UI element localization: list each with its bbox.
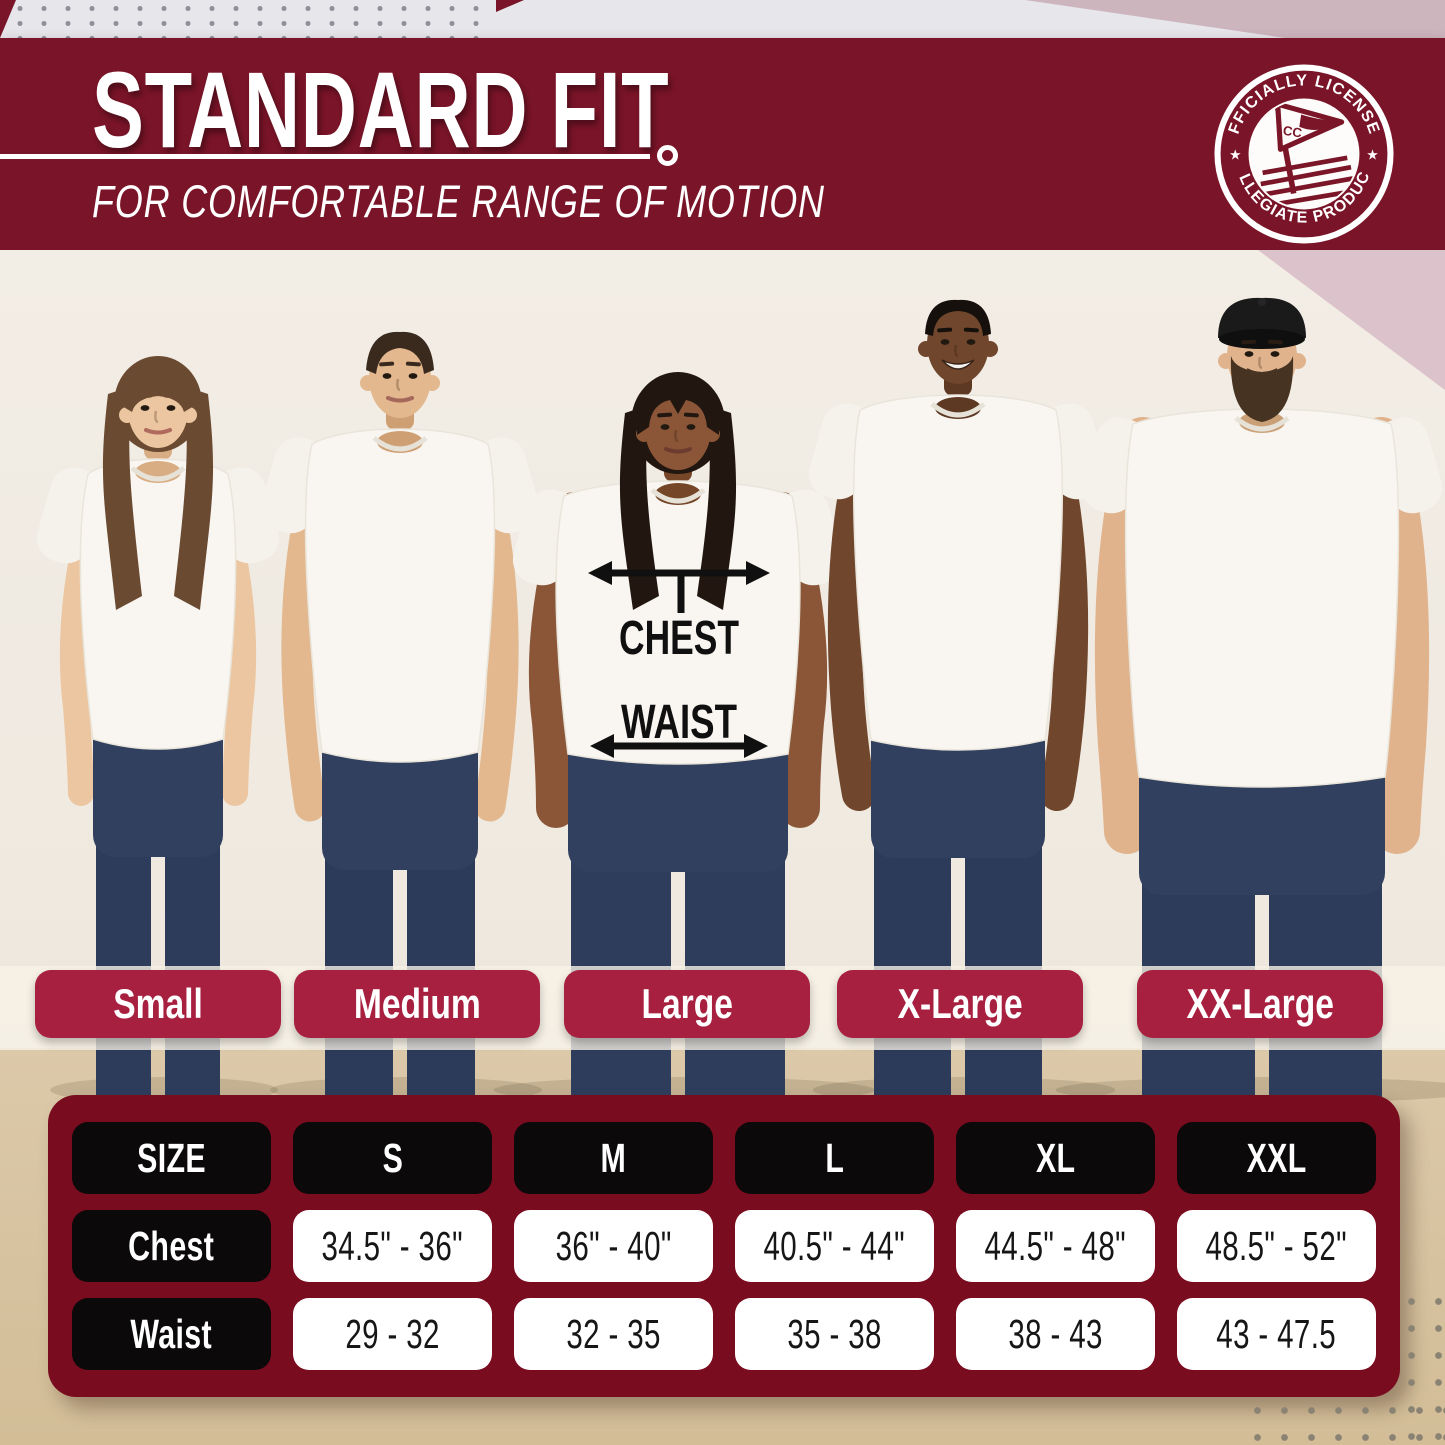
model-medium bbox=[260, 331, 542, 1122]
col-header-xxl: XXL bbox=[1177, 1122, 1376, 1194]
waist-value-s: 29 - 32 bbox=[293, 1298, 492, 1370]
chest-value-s: 34.5" - 36" bbox=[293, 1210, 492, 1282]
chest-value-m: 36" - 40" bbox=[514, 1210, 713, 1282]
top-strip bbox=[0, 0, 1445, 38]
size-label-medium: Medium bbox=[294, 970, 540, 1038]
row-label-waist: Waist bbox=[72, 1298, 271, 1370]
size-chart-table: SIZE S M L XL XXL Chest 34.5" - 36" 36" … bbox=[48, 1095, 1400, 1397]
badge-star-icon: ★ bbox=[1229, 147, 1242, 163]
col-header-s: S bbox=[293, 1122, 492, 1194]
page-title: STANDARD FIT bbox=[92, 49, 670, 170]
size-label-small: Small bbox=[35, 970, 281, 1038]
underline-end-circle bbox=[657, 145, 678, 166]
col-header-m: M bbox=[514, 1122, 713, 1194]
chest-value-l: 40.5" - 44" bbox=[735, 1210, 934, 1282]
pink-diagonal-accent-top bbox=[1025, 0, 1445, 38]
small-triangle-accent bbox=[496, 0, 524, 12]
waist-value-xl: 38 - 43 bbox=[956, 1298, 1155, 1370]
title-underline bbox=[0, 154, 650, 159]
row-label-chest: Chest bbox=[72, 1210, 271, 1282]
badge-monogram: CC bbox=[1282, 123, 1304, 141]
col-header-size: SIZE bbox=[72, 1122, 271, 1194]
waist-value-xxl: 43 - 47.5 bbox=[1177, 1298, 1376, 1370]
size-label-xxlarge: XX-Large bbox=[1137, 970, 1383, 1038]
corner-triangle-accent bbox=[0, 0, 16, 38]
chest-value-xxl: 48.5" - 52" bbox=[1177, 1210, 1376, 1282]
col-header-xl: XL bbox=[956, 1122, 1155, 1194]
badge-star-icon: ★ bbox=[1366, 147, 1379, 163]
size-label-xlarge: X-Large bbox=[837, 970, 1083, 1038]
waist-value-m: 32 - 35 bbox=[514, 1298, 713, 1370]
waist-value-l: 35 - 38 bbox=[735, 1298, 934, 1370]
header-banner: STANDARD FIT FOR COMFORTABLE RANGE OF MO… bbox=[0, 38, 1445, 250]
licensed-seal-badge: OFFICIALLY LICENSED COLLEGIATE PRODUCTS … bbox=[1210, 60, 1394, 244]
badge-pennant-icon: CC bbox=[1258, 100, 1354, 208]
col-header-l: L bbox=[735, 1122, 934, 1194]
page-subtitle: FOR COMFORTABLE RANGE OF MOTION bbox=[92, 176, 825, 227]
size-label-large: Large bbox=[564, 970, 810, 1038]
dot-pattern-top-left bbox=[0, 0, 480, 38]
dot-pattern-bottom-right bbox=[1244, 1397, 1445, 1445]
chest-value-xl: 44.5" - 48" bbox=[956, 1210, 1155, 1282]
model-figures bbox=[36, 297, 1445, 1122]
